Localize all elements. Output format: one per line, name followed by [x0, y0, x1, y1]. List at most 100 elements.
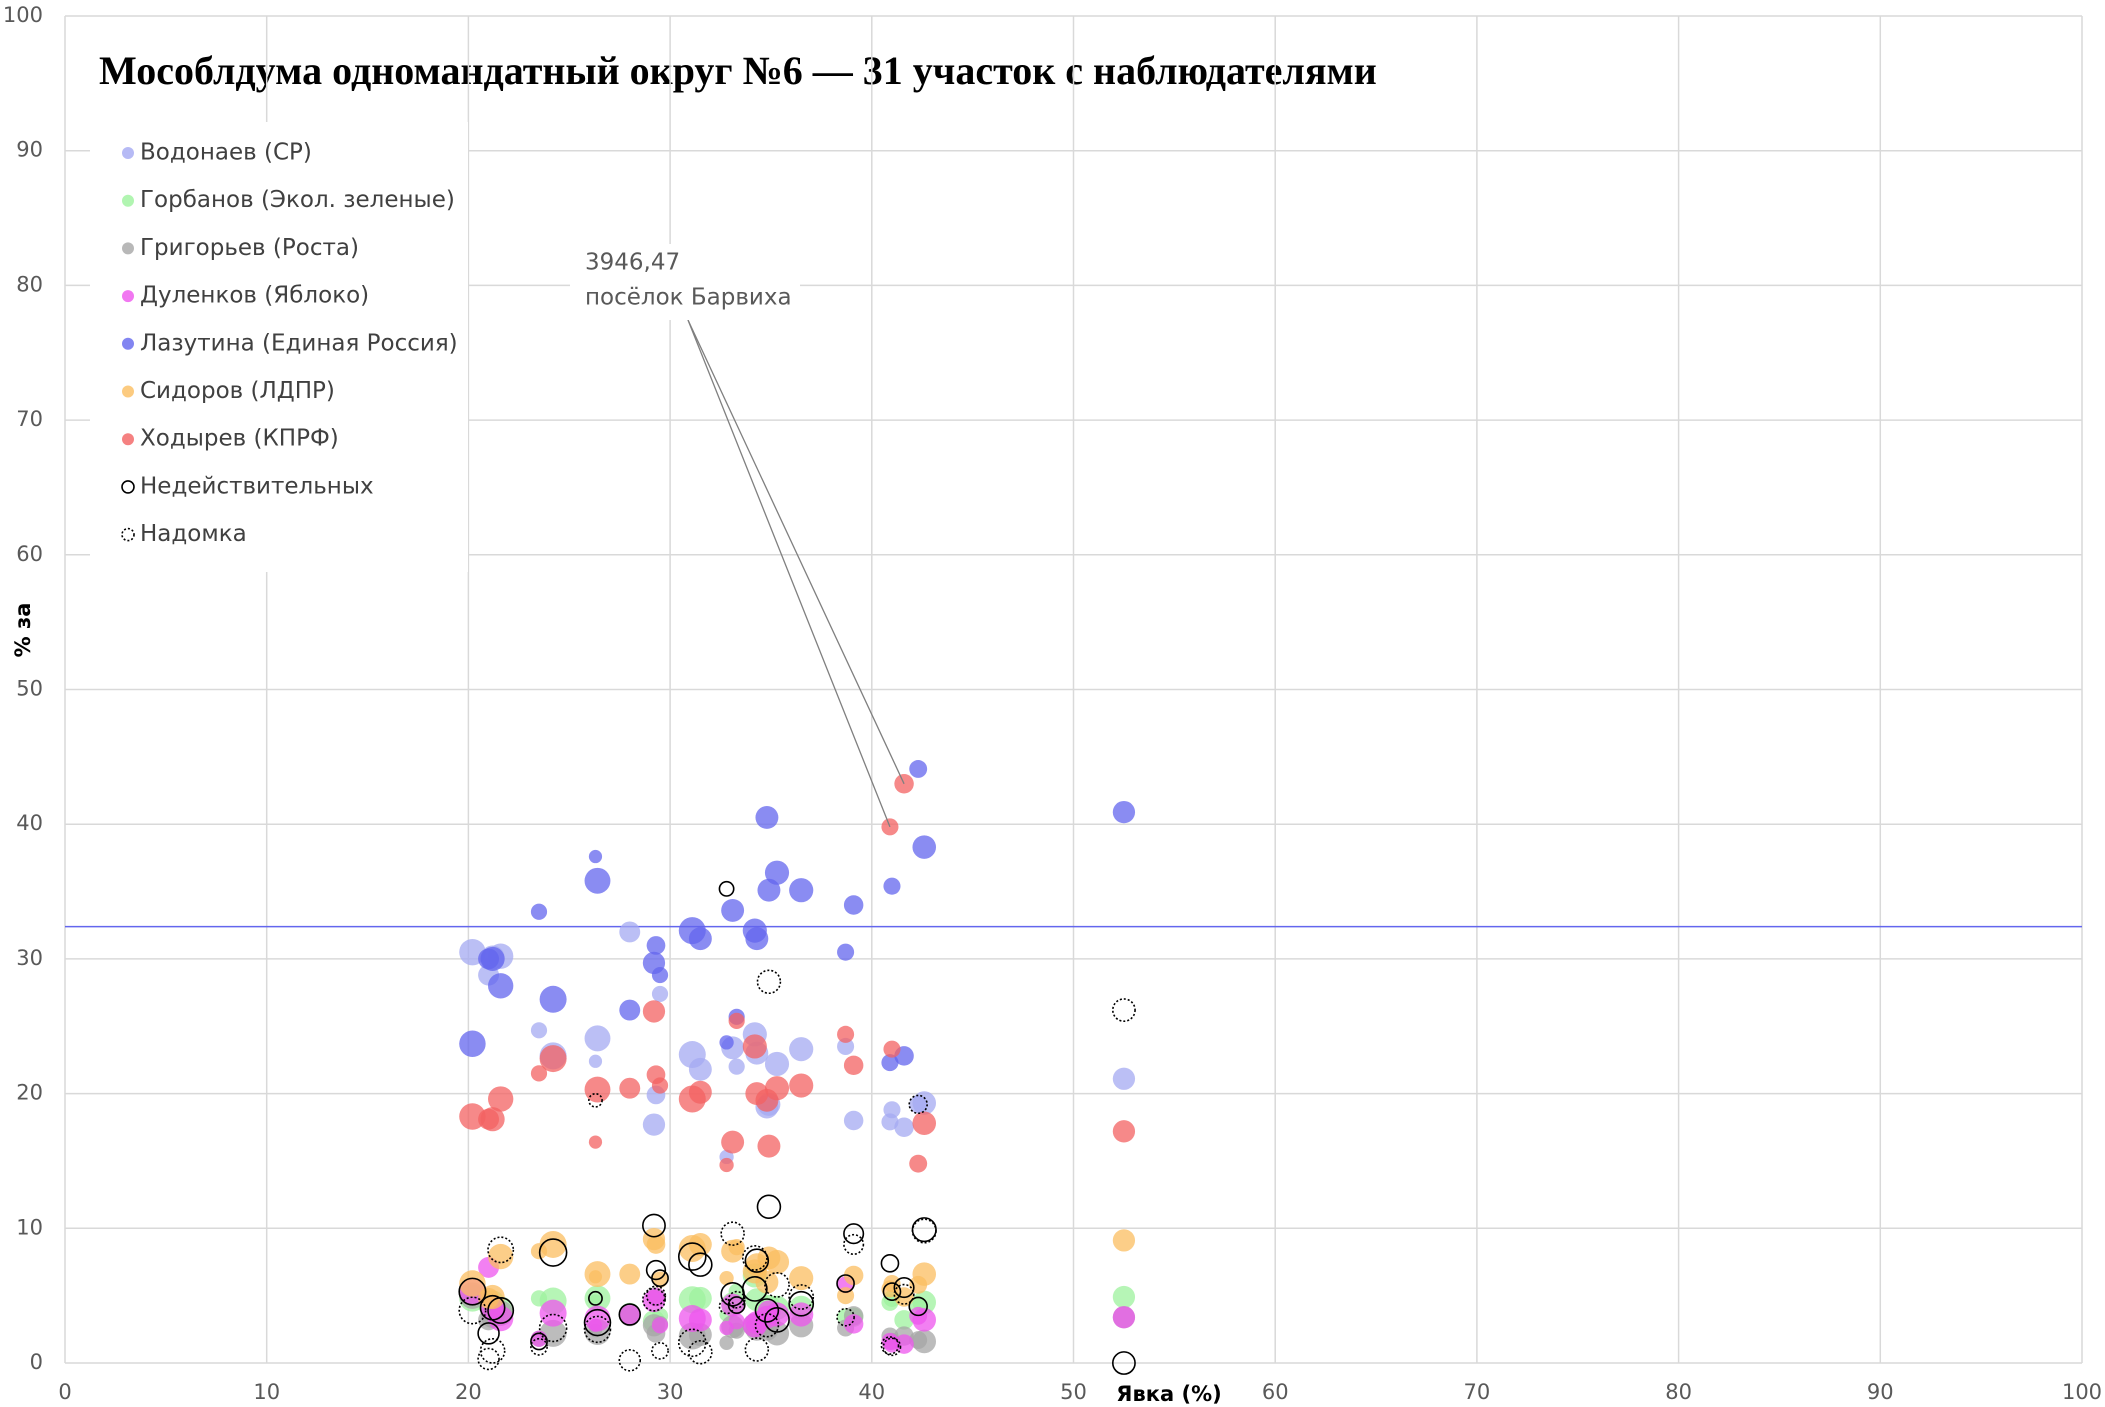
bubble [588, 1092, 603, 1108]
bubble [727, 1290, 746, 1309]
bubble [646, 1287, 666, 1307]
bubble [764, 860, 790, 885]
bubble [719, 1157, 734, 1173]
bubble [487, 1297, 515, 1324]
bubble [836, 1307, 855, 1327]
bubble [488, 1086, 514, 1112]
bubble [741, 1276, 768, 1302]
annotation-text: посёлок Барвиха [585, 285, 792, 311]
bubble [584, 1285, 611, 1312]
bubble [588, 1054, 603, 1068]
bubble [651, 966, 669, 984]
bubble [645, 1285, 667, 1306]
bubble [883, 1101, 901, 1119]
bubble [721, 1130, 745, 1154]
bubble [642, 1213, 666, 1238]
bubble [912, 1111, 937, 1136]
bubble [756, 969, 782, 995]
bubble [1111, 1351, 1136, 1375]
bubble [530, 1022, 548, 1039]
y-tick-label: 50 [16, 677, 43, 701]
legend-label: Водонаев (СР) [140, 140, 312, 166]
bubble [880, 1253, 900, 1273]
bubble [539, 985, 567, 1013]
bubble [719, 1035, 734, 1050]
bubble [755, 806, 779, 829]
bubble [756, 1194, 782, 1220]
bubble [908, 1094, 928, 1115]
legend-marker [122, 194, 134, 207]
bubble [651, 1341, 669, 1360]
bubble [1112, 1120, 1136, 1143]
legend-box [90, 122, 468, 572]
bubble [893, 1283, 915, 1305]
bubble [480, 1284, 505, 1310]
bubble [651, 985, 669, 1003]
bubble [718, 880, 735, 897]
bubble [843, 1314, 864, 1334]
bubble [459, 1030, 486, 1057]
bubble [677, 1328, 707, 1358]
bubble [619, 921, 641, 943]
bubble [1112, 1306, 1136, 1329]
legend-label: Лазутина (Единая Россия) [140, 330, 458, 356]
bubble [757, 1134, 781, 1158]
legend-label: Горбанов (Экол. зеленые) [140, 187, 455, 213]
bubble [894, 1334, 914, 1354]
legend-label: Дуленков (Яблоко) [140, 283, 369, 309]
bubble [588, 1135, 603, 1149]
bubble [480, 946, 505, 971]
bubble [646, 1235, 666, 1254]
bubble [788, 1290, 815, 1317]
bubble [744, 1248, 770, 1273]
bubble [619, 1263, 641, 1285]
bubble [618, 1349, 642, 1372]
legend-marker [122, 433, 134, 446]
bubble [458, 1296, 487, 1325]
x-tick-label: 60 [1262, 1380, 1289, 1404]
bubble [728, 1058, 745, 1075]
leader-line [687, 319, 891, 828]
x-tick-label: 20 [455, 1380, 482, 1404]
bubble [584, 867, 611, 894]
bubble [688, 1057, 712, 1081]
bubble [843, 1233, 865, 1255]
bubble [588, 1290, 603, 1306]
bubble [789, 1037, 814, 1062]
bubble [911, 1218, 937, 1244]
bubble [728, 1239, 745, 1256]
bubble [728, 1313, 745, 1330]
bubble [1111, 998, 1136, 1023]
bubble [642, 1113, 666, 1136]
bubble [583, 1308, 612, 1337]
bubble [843, 1265, 864, 1286]
bubble [619, 999, 641, 1021]
bubble [764, 1307, 790, 1333]
bubble [728, 1012, 745, 1029]
y-tick-label: 20 [16, 1081, 43, 1105]
bubble [719, 1270, 734, 1286]
y-tick-label: 100 [3, 3, 43, 27]
bubble [530, 1332, 548, 1351]
bubble [677, 1242, 707, 1271]
bubble [1112, 1067, 1136, 1090]
bubble [539, 1299, 567, 1327]
bubble [651, 1269, 669, 1288]
legend-marker [122, 242, 134, 255]
legend-label: Надомка [140, 521, 247, 547]
bubble [651, 1077, 669, 1094]
y-tick-label: 90 [16, 138, 43, 162]
bubble [881, 1054, 899, 1072]
bubble [688, 1080, 712, 1104]
legend-label: Недействительных [140, 473, 374, 499]
x-tick-label: 0 [58, 1380, 71, 1404]
y-tick-label: 10 [16, 1215, 43, 1239]
bubble [764, 1051, 790, 1077]
bubble [618, 1303, 642, 1326]
bubble [912, 835, 937, 859]
legend-marker [122, 290, 134, 303]
bubble [583, 1315, 612, 1344]
y-axis-title: % за [11, 603, 35, 658]
bubble [588, 849, 603, 864]
x-tick-label: 30 [657, 1380, 684, 1404]
